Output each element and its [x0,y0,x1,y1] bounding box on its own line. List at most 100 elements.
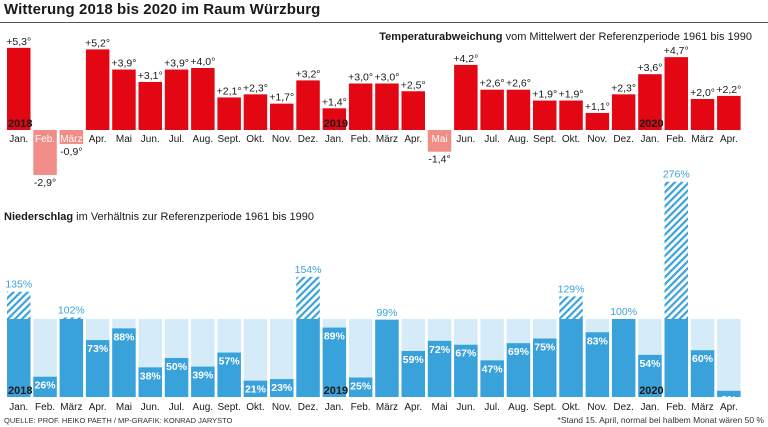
precipitation-value-label: 83% [587,335,609,347]
precipitation-month-label: Apr. [720,402,738,413]
temperature-value-label: +2,3° [243,82,268,94]
temperature-month-label: Aug. [508,134,529,145]
temperature-value-label: +1,1° [585,101,610,113]
temperature-bar [611,94,636,130]
precipitation-bar [348,377,373,397]
precipitation-bar [559,319,583,397]
temperature-month-label: Jan. [640,134,659,145]
precipitation-bar [112,328,136,397]
temperature-value-label: +2,2° [716,84,741,96]
precipitation-value-label: 25% [350,381,372,393]
temperature-month-label: Jul. [169,134,185,145]
year-label: 2019 [324,118,348,130]
temperature-month-label: Jul. [484,134,500,145]
precipitation-month-label: Apr. [404,402,422,413]
temperature-value-label: -1,4° [428,154,450,166]
precipitation-value-label: 59% [403,354,425,366]
temperature-value-label: +4,7° [664,45,689,57]
temperature-bar [427,130,452,152]
temperature-month-label: Jan. [9,134,28,145]
precipitation-value-label: 88% [113,331,135,343]
temperature-value-label: +3,6° [637,62,662,74]
precipitation-bar [611,319,636,397]
temperature-value-label: +3,0° [374,72,399,84]
temperature-value-label: +1,9° [559,89,584,101]
temperature-bar [191,68,215,130]
precipitation-value-label: 26% [35,380,57,392]
temperature-month-label: Apr. [89,134,107,145]
precipitation-bar [454,344,478,397]
year-label: 2018 [8,385,32,397]
precipitation-excess-bar [559,296,583,319]
temperature-bar [506,89,531,130]
precipitation-value-label: 54% [639,358,661,370]
temperature-month-label: Nov. [272,134,292,145]
temperature-bar [59,130,84,144]
reference-column [243,319,268,397]
temperature-bar [401,91,425,130]
precipitation-bar [33,376,57,397]
precipitation-month-label: Aug. [193,402,214,413]
temperature-bar [585,112,610,130]
temperature-value-label: +4,2° [453,53,478,65]
precipitation-excess-bar [296,276,320,319]
precipitation-month-label: Jul. [484,402,500,413]
temperature-bar [296,80,320,130]
temperature-month-label: Feb. [351,134,371,145]
precipitation-month-label: Mai [116,402,132,413]
temperature-value-label: +2,6° [480,78,505,90]
temperature-value-label: +3,1° [138,70,163,82]
precipitation-bar [664,319,688,397]
year-label: 2019 [324,385,348,397]
precipitation-bar [164,358,189,397]
temperature-month-label: Mai [116,134,132,145]
precipitation-bar [138,367,162,397]
precipitation-bar [7,319,31,397]
precipitation-value-label: 100% [610,306,637,318]
precipitation-value-label: 276% [663,169,690,181]
precipitation-value-label: 8% [721,394,737,406]
precipitation-month-label: Nov. [587,402,607,413]
temperature-bar [270,103,294,130]
temperature-month-label: Jan. [325,134,344,145]
precipitation-bar [85,340,110,397]
page-title: Witterung 2018 bis 2020 im Raum Würzburg [4,1,321,18]
precipitation-month-label: Jan. [640,402,659,413]
precipitation-value-label: 129% [558,283,585,295]
reference-column [270,319,294,397]
precipitation-excess-bar [59,317,84,319]
temperature-value-label: +2,6° [506,78,531,90]
temperature-bar [638,74,662,130]
year-label: 2020 [639,385,663,397]
precipitation-value-label: 47% [482,363,504,375]
temperature-bar [454,64,478,130]
temperature-bar [375,83,399,130]
precipitation-month-label: Sept. [533,402,556,413]
precipitation-month-label: Okt. [562,402,580,413]
temperature-bar [559,100,583,130]
temperature-value-label: +2,1° [217,85,242,97]
precipitation-excess-bar [664,181,688,319]
title-divider [0,22,768,23]
year-label: 2018 [8,118,32,130]
precipitation-bar [191,366,215,397]
precipitation-bar [717,390,741,397]
precipitation-value-label: 69% [508,346,530,358]
temperature-chart: Temperaturabweichung vom Mittelwert der … [6,31,752,189]
precipitation-bar [243,380,268,397]
precipitation-value-label: 39% [192,370,214,382]
year-label: 2020 [639,118,663,130]
precipitation-month-label: Okt. [246,402,264,413]
temperature-value-label: +5,2° [85,37,110,49]
temperature-value-label: +2,3° [611,82,636,94]
temperature-bar [348,83,373,130]
precipitation-month-label: Jan. [9,402,28,413]
precipitation-bar [217,352,241,397]
temperature-bar [217,97,241,130]
temperature-month-label: Apr. [720,134,738,145]
temperature-month-label: März [691,134,713,145]
precipitation-value-label: 50% [166,361,188,373]
precipitation-value-label: 60% [692,353,714,365]
precipitation-bar [401,350,425,397]
precipitation-month-label: Jun. [456,402,475,413]
